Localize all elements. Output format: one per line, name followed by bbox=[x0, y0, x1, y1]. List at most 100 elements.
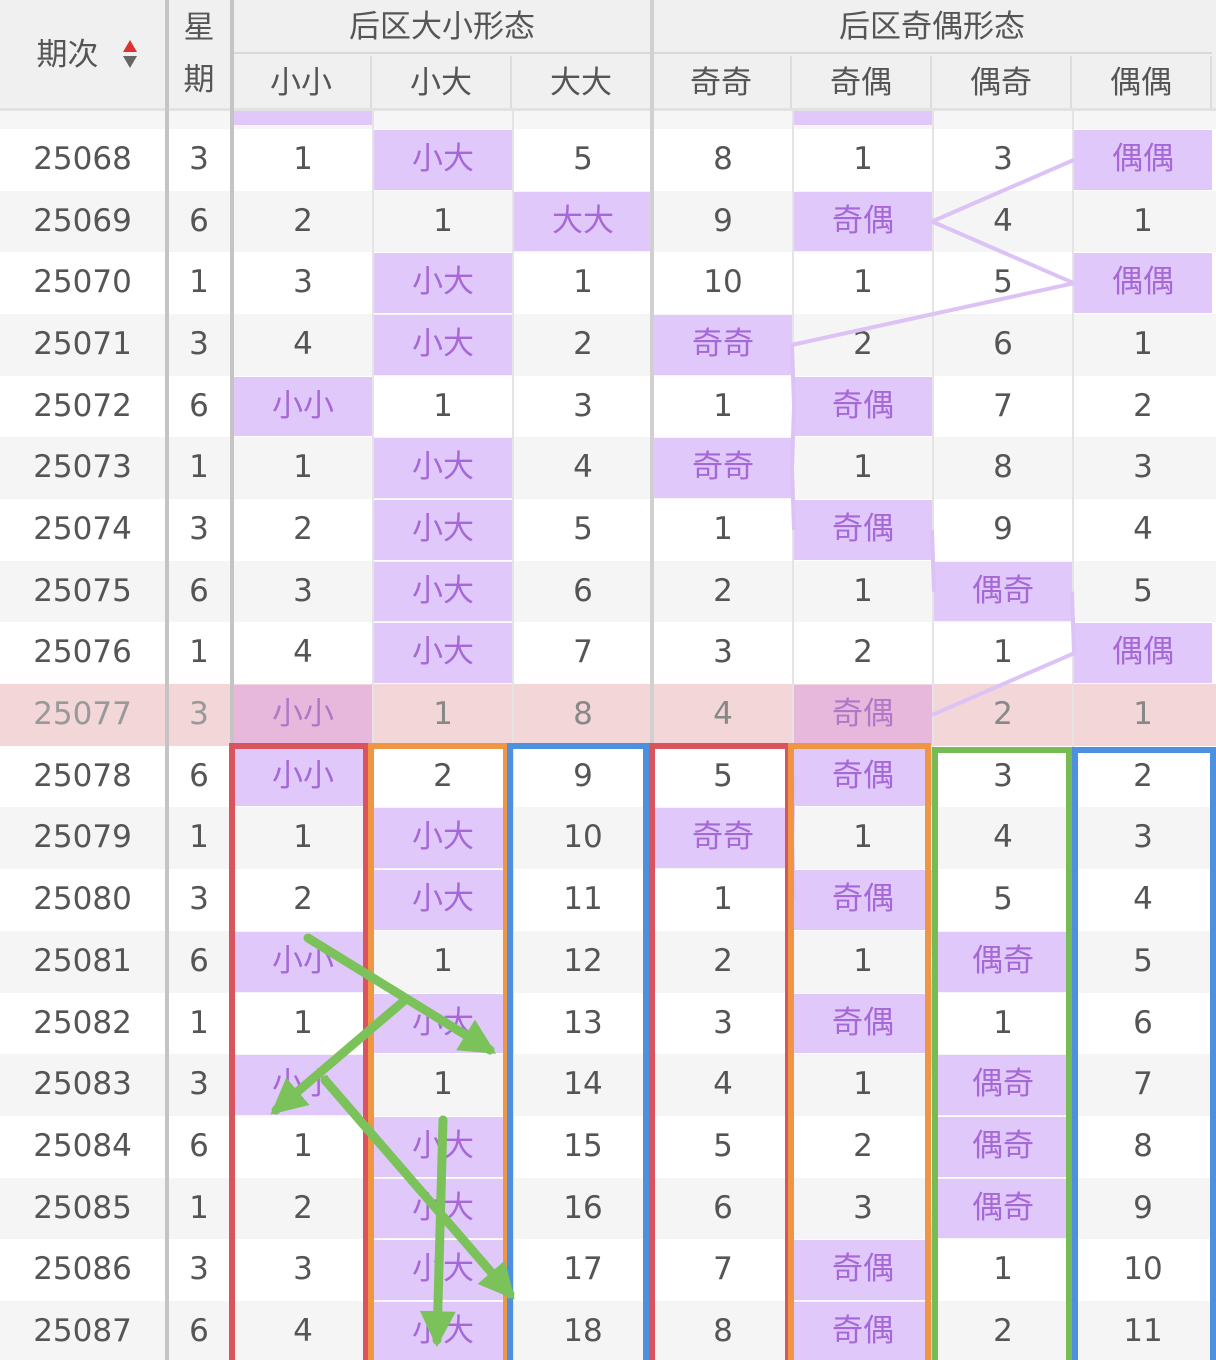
highlight-cell: 奇奇 bbox=[654, 438, 792, 499]
cell: 3 bbox=[1133, 449, 1153, 486]
arrow bbox=[303, 933, 497, 1055]
row-bg bbox=[0, 129, 1216, 192]
highlight-cell: 小小 bbox=[234, 746, 372, 807]
highlight-cell: 小小 bbox=[234, 376, 372, 437]
cell: 1 bbox=[853, 1066, 873, 1103]
period: 25076 bbox=[33, 634, 132, 671]
trend-line bbox=[790, 468, 796, 530]
group-header: 后区大小形态 bbox=[232, 0, 652, 54]
cell: 5 bbox=[993, 264, 1013, 301]
box bbox=[507, 743, 649, 1360]
cell: 2 bbox=[1133, 757, 1153, 794]
column-header: 小小 bbox=[232, 56, 372, 110]
period: 25070 bbox=[33, 264, 132, 301]
cell: 4 bbox=[993, 819, 1013, 856]
weekday: 3 bbox=[189, 326, 209, 363]
box bbox=[649, 743, 791, 1360]
cell: 4 bbox=[1133, 511, 1153, 548]
cell: 3 bbox=[293, 1251, 313, 1288]
cell: 1 bbox=[433, 202, 453, 239]
trend-line bbox=[1070, 591, 1076, 654]
cell: 3 bbox=[713, 1004, 733, 1041]
box bbox=[229, 743, 369, 1360]
cell: 4 bbox=[713, 1066, 733, 1103]
cell: 5 bbox=[1133, 572, 1153, 609]
cell: 1 bbox=[713, 881, 733, 918]
divider bbox=[230, 0, 234, 1360]
highlight-cell: 偶奇 bbox=[934, 1116, 1072, 1177]
period: 25085 bbox=[33, 1189, 132, 1226]
weekday: 6 bbox=[189, 942, 209, 979]
cell: 1 bbox=[993, 634, 1013, 671]
weekday: 1 bbox=[189, 819, 209, 856]
cell: 18 bbox=[563, 1312, 603, 1349]
cell: 12 bbox=[563, 942, 603, 979]
cell: 3 bbox=[293, 572, 313, 609]
row-bg bbox=[0, 375, 1216, 439]
annotation-boxes bbox=[229, 743, 1216, 1360]
column-header: 偶偶 bbox=[1072, 56, 1212, 110]
weekday: 3 bbox=[189, 1251, 209, 1288]
weekday: 1 bbox=[189, 1004, 209, 1041]
cell: 3 bbox=[573, 387, 593, 424]
box bbox=[368, 743, 509, 1360]
cell: 8 bbox=[713, 1312, 733, 1349]
cell: 8 bbox=[713, 141, 733, 177]
row-bg bbox=[0, 869, 1216, 932]
weekday: 1 bbox=[189, 264, 209, 301]
period: 25080 bbox=[33, 881, 132, 918]
highlight-cell: 小小 bbox=[234, 685, 372, 745]
cell: 9 bbox=[713, 202, 733, 239]
box bbox=[788, 743, 931, 1360]
divider bbox=[165, 0, 169, 1360]
cell: 4 bbox=[293, 634, 313, 671]
arrows bbox=[270, 933, 515, 1348]
cell: 2 bbox=[293, 1189, 313, 1226]
period: 25079 bbox=[33, 819, 132, 856]
cell: 6 bbox=[1133, 1004, 1153, 1041]
weekday: 1 bbox=[189, 449, 209, 486]
weekday: 6 bbox=[189, 1127, 209, 1164]
cell: 1 bbox=[433, 942, 453, 979]
cell: 1 bbox=[853, 141, 873, 177]
highlight-cell: 奇奇 bbox=[654, 315, 792, 375]
period: 25068 bbox=[33, 141, 132, 177]
cell: 11 bbox=[1123, 1312, 1163, 1349]
cell: 1 bbox=[713, 511, 733, 548]
cell: 5 bbox=[573, 511, 593, 548]
cell: 1 bbox=[293, 449, 313, 486]
arrow bbox=[419, 1115, 456, 1348]
highlight-cell: 奇偶 bbox=[794, 870, 932, 930]
highlight-cell: 偶奇 bbox=[934, 561, 1072, 622]
divider bbox=[650, 0, 654, 1360]
cell: 15 bbox=[563, 1127, 603, 1164]
weekday-header: 星期 bbox=[168, 0, 230, 110]
highlight-cell: 偶奇 bbox=[934, 1178, 1072, 1239]
cell: 4 bbox=[293, 326, 313, 363]
cell: 1 bbox=[853, 449, 873, 486]
weekday: 6 bbox=[189, 1312, 209, 1349]
cell: 5 bbox=[713, 1127, 733, 1164]
cell-border bbox=[932, 110, 934, 1360]
column-header: 大大 bbox=[512, 56, 652, 110]
cell: 7 bbox=[573, 634, 593, 671]
period: 25078 bbox=[33, 757, 132, 794]
cell: 10 bbox=[1123, 1251, 1163, 1288]
cell: 9 bbox=[573, 757, 593, 794]
weekday: 1 bbox=[189, 1189, 209, 1226]
highlight-cell: 偶偶 bbox=[1074, 130, 1212, 190]
row-bg bbox=[0, 684, 1216, 747]
period: 25083 bbox=[33, 1066, 132, 1103]
cell: 4 bbox=[993, 202, 1013, 239]
trend-line bbox=[930, 529, 936, 592]
highlight-cell: 奇偶 bbox=[794, 993, 932, 1054]
sort-icon[interactable] bbox=[123, 40, 139, 72]
highlight-cell: 小大 bbox=[374, 438, 512, 499]
cell: 2 bbox=[293, 511, 313, 548]
cell-border bbox=[792, 110, 794, 1360]
cell: 3 bbox=[853, 1189, 873, 1226]
period: 25073 bbox=[33, 449, 132, 486]
partial-cell bbox=[794, 111, 932, 125]
